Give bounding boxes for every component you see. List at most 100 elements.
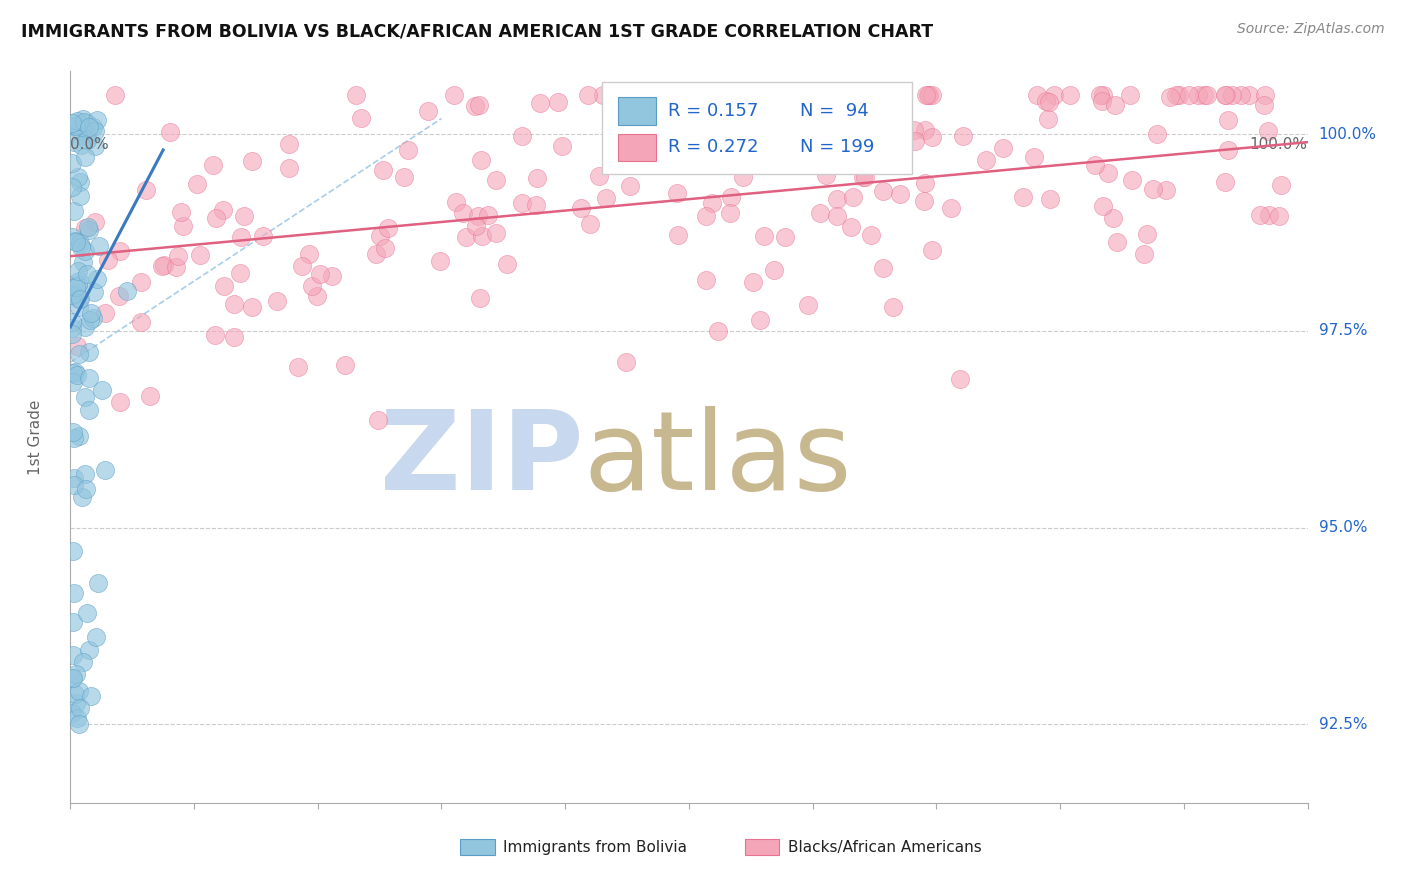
Point xyxy=(1215,87,1237,102)
Point xyxy=(65,119,87,133)
Point xyxy=(510,128,533,143)
Point xyxy=(67,274,90,288)
Bar xyxy=(460,839,495,855)
Point xyxy=(569,201,592,215)
Text: N =  94: N = 94 xyxy=(800,102,869,120)
Text: 1st Grade: 1st Grade xyxy=(28,400,44,475)
Bar xyxy=(619,97,655,125)
Point xyxy=(76,130,98,145)
Point xyxy=(252,229,274,244)
Point xyxy=(1187,87,1209,102)
Point xyxy=(952,128,974,143)
Point xyxy=(914,122,936,136)
Point xyxy=(468,291,491,305)
Point xyxy=(600,148,623,162)
Point xyxy=(1192,87,1215,102)
Point xyxy=(60,288,83,302)
Point xyxy=(75,482,97,496)
Point xyxy=(666,228,689,243)
Point xyxy=(131,315,153,329)
Text: 92.5%: 92.5% xyxy=(1319,716,1367,731)
Point xyxy=(73,220,96,235)
Point xyxy=(70,490,93,504)
Point xyxy=(170,205,193,219)
Point xyxy=(65,696,87,710)
Point xyxy=(211,202,233,217)
Point xyxy=(69,124,91,138)
Point xyxy=(232,209,254,223)
Point xyxy=(66,368,89,382)
Point xyxy=(921,243,943,257)
Point xyxy=(1091,95,1114,109)
Point xyxy=(67,300,90,314)
Point xyxy=(825,209,848,223)
Point xyxy=(830,87,852,102)
Point xyxy=(454,230,477,244)
Text: 100.0%: 100.0% xyxy=(1319,127,1376,142)
Point xyxy=(872,260,894,275)
Point xyxy=(366,247,388,261)
Point xyxy=(70,137,93,152)
Bar xyxy=(745,839,779,855)
Point xyxy=(66,169,89,184)
Point xyxy=(63,431,86,445)
Point xyxy=(529,96,551,111)
Point xyxy=(104,87,127,102)
Point xyxy=(91,383,114,397)
Point xyxy=(815,168,838,182)
Point xyxy=(443,87,465,102)
Point xyxy=(464,99,486,113)
Point xyxy=(695,273,717,287)
Point xyxy=(477,208,499,222)
Point xyxy=(344,87,367,102)
Text: N = 199: N = 199 xyxy=(800,138,875,156)
Point xyxy=(1043,87,1066,102)
Point xyxy=(152,258,174,272)
Point xyxy=(266,294,288,309)
Point xyxy=(66,113,89,128)
Point xyxy=(60,320,83,334)
Point xyxy=(205,211,228,225)
Point xyxy=(624,103,647,118)
Point xyxy=(763,262,786,277)
Text: Immigrants from Bolivia: Immigrants from Bolivia xyxy=(503,840,688,855)
Point xyxy=(914,176,936,190)
Point xyxy=(229,266,252,280)
Point xyxy=(1022,150,1045,164)
Point xyxy=(853,169,876,184)
Point xyxy=(77,223,100,237)
Point xyxy=(773,230,796,244)
Point xyxy=(468,98,491,112)
Point xyxy=(904,135,927,149)
Point xyxy=(1166,87,1188,102)
Point xyxy=(72,112,94,127)
Point xyxy=(60,315,83,329)
Point xyxy=(62,544,84,558)
Point xyxy=(652,87,675,102)
Point xyxy=(63,204,86,219)
Bar xyxy=(619,134,655,161)
Point xyxy=(551,139,574,153)
Point xyxy=(63,135,86,149)
Point xyxy=(73,150,96,164)
Point xyxy=(695,210,717,224)
Point xyxy=(73,467,96,481)
Point xyxy=(949,371,972,385)
Point xyxy=(496,257,519,271)
Point xyxy=(60,179,83,194)
Point xyxy=(65,339,87,353)
Point xyxy=(856,89,879,103)
Point xyxy=(1104,98,1126,112)
Point xyxy=(1035,95,1057,109)
Point xyxy=(62,615,84,630)
Point xyxy=(66,263,89,277)
Point xyxy=(1178,87,1201,102)
Point xyxy=(1142,182,1164,196)
Point xyxy=(619,178,641,193)
Point xyxy=(1119,87,1142,102)
Point xyxy=(94,463,117,477)
Point xyxy=(1253,87,1275,102)
Point xyxy=(212,279,235,293)
Point xyxy=(172,219,194,233)
Point xyxy=(77,371,100,385)
